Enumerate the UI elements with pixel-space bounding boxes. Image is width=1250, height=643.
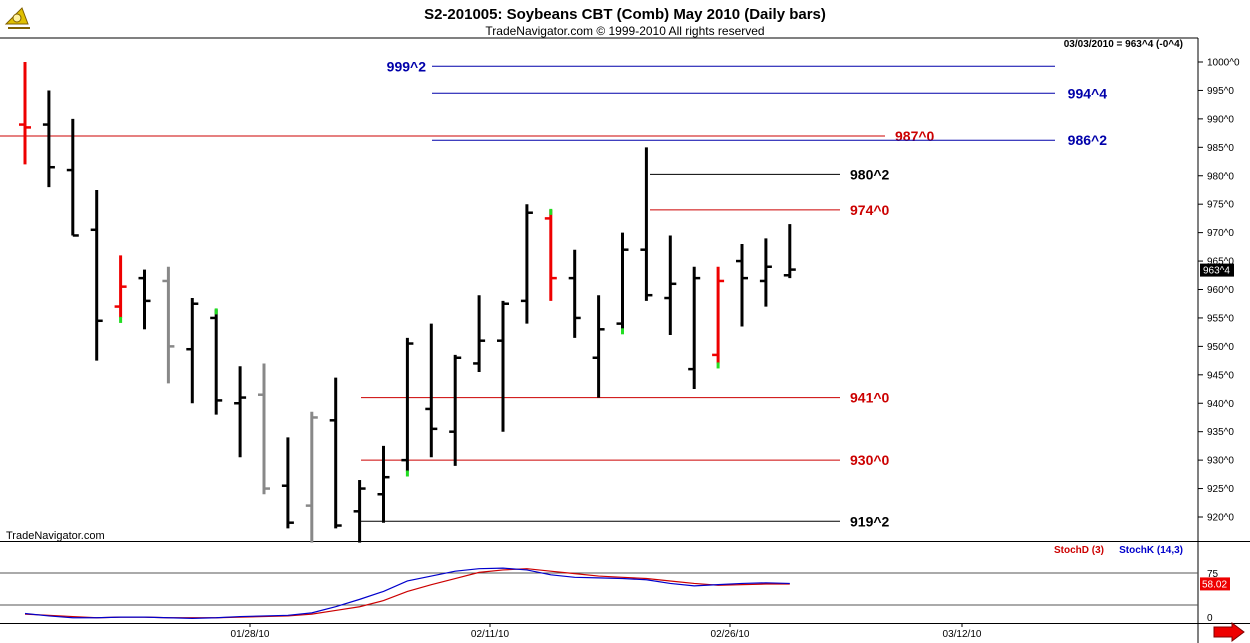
watermark-text: TradeNavigator.com [6, 530, 105, 542]
stoch-series-line [24, 567, 790, 619]
level-label: 986^2 [1068, 132, 1108, 148]
x-tick-label: 02/26/10 [711, 629, 750, 640]
level-label: 930^0 [850, 452, 890, 468]
price-panel: 1000^0 995^0 990^0 985^0 980^0 975^0 970^0 965^… [0, 58, 1240, 543]
x-tick-label: 03/12/10 [943, 629, 982, 640]
y-tick-label: 960^0 [1207, 285, 1234, 296]
level-label: 994^4 [1068, 85, 1108, 101]
legend-stochD: StochD (3) [1054, 545, 1104, 556]
level-label: 941^0 [850, 390, 890, 406]
y-tick-label: 1000^0 [1207, 58, 1240, 69]
y-tick-label: 980^0 [1207, 171, 1234, 182]
y-tick-label: 935^0 [1207, 427, 1234, 438]
level-label: 974^0 [850, 202, 890, 218]
copyright-text: TradeNavigator.com © 1999-2010 All right… [485, 24, 764, 38]
level-label: 999^2 [387, 58, 427, 74]
y-tick-label: 930^0 [1207, 456, 1234, 467]
y-tick-label: 940^0 [1207, 399, 1234, 410]
legend-stochK: StochK (14,3) [1119, 545, 1183, 556]
arrow-right-icon[interactable] [1213, 622, 1245, 642]
level-label: 919^2 [850, 513, 890, 529]
stoch-last-label: 58.02 [1202, 579, 1227, 590]
stoch-last-box [1200, 577, 1230, 591]
y-tick-label: 965^0 [1207, 257, 1234, 268]
quote-readout: 03/03/2010 = 963^4 (-0^4) [1064, 39, 1183, 50]
x-tick-label: 01/28/10 [231, 629, 270, 640]
sextant-logo-icon [4, 7, 30, 29]
last-price-label: 963^4 [1203, 266, 1230, 277]
y-tick-label: 955^0 [1207, 313, 1234, 324]
y-tick-label: 920^0 [1207, 513, 1234, 524]
level-label: 980^2 [850, 166, 890, 182]
chart-title: S2-201005: Soybeans CBT (Comb) May 2010 … [424, 6, 826, 23]
level-label: 987^0 [895, 128, 935, 144]
y-tick-label: 975^0 [1207, 200, 1234, 211]
stochastic-panel: 75 0 58.02 [0, 567, 1230, 624]
y-tick-label: 995^0 [1207, 86, 1234, 97]
y-tick-label: 985^0 [1207, 143, 1234, 154]
y-tick-label: 945^0 [1207, 370, 1234, 381]
y-tick-label: 990^0 [1207, 114, 1234, 125]
y-tick-label: 950^0 [1207, 342, 1234, 353]
stoch-tick-label: 75 [1207, 569, 1219, 580]
x-tick-label: 02/11/10 [471, 629, 510, 640]
y-tick-label: 925^0 [1207, 484, 1234, 495]
stoch-tick-label: 0 [1207, 613, 1213, 624]
y-tick-label: 970^0 [1207, 228, 1234, 239]
x-axis: 01/28/10 02/11/10 02/26/10 03/12/10 [231, 623, 982, 640]
last-price-box [1200, 263, 1234, 277]
